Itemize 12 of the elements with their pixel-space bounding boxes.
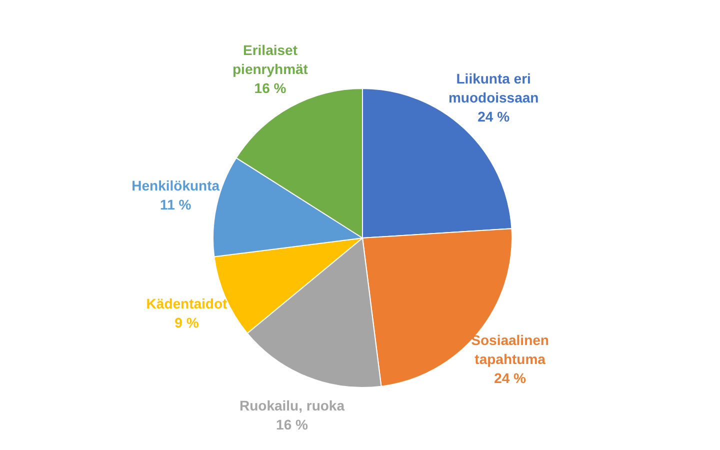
data-label: 9 % [174,314,200,330]
data-label: 11 % [160,196,192,213]
slice-label: Kädentaidot [146,295,228,312]
slice-label: Liikunta eri muodoissaan [448,70,539,106]
slice-label: Ruokailu, ruoka [239,397,345,414]
data-label: 24 % [494,370,527,386]
data-label: 16 % [254,80,287,96]
slice-label: Erilaiset pienryhmät [232,42,308,78]
slice-label: Sosiaalinen tapahtuma [471,332,549,367]
data-label: 16 % [276,416,309,432]
slice-label: Henkilökunta [132,178,220,194]
data-label: 24 % [478,108,510,124]
